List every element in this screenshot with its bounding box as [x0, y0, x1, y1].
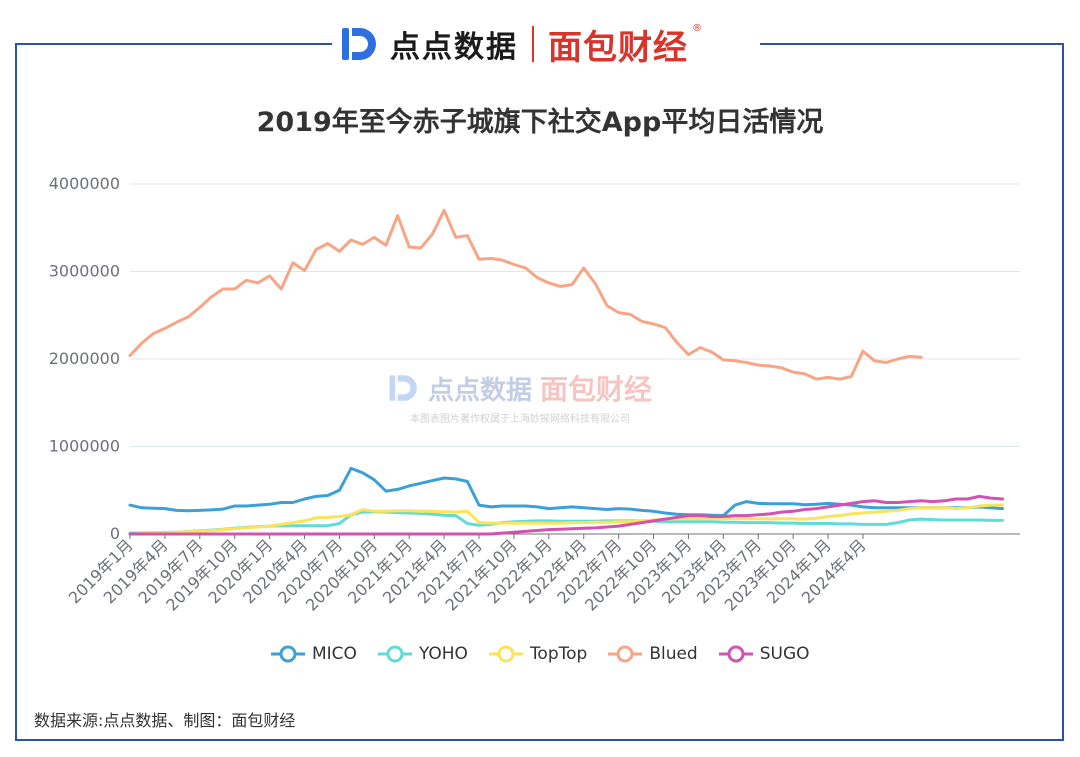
- legend-label: TopTop: [529, 644, 588, 664]
- legend-marker-icon: [718, 645, 753, 663]
- legend-item-sugo[interactable]: SUGO: [718, 643, 810, 665]
- series-line-mico: [128, 466, 1004, 518]
- brand-left-text: 点点数据: [390, 30, 518, 65]
- y-tick-label: 2000000: [49, 349, 120, 368]
- y-tick-label: 1000000: [49, 437, 120, 456]
- legend-label: MICO: [312, 644, 357, 664]
- series-line-blued: [128, 208, 923, 381]
- watermark-note: 本图表图片著作权属于上海妙探网络科技有限公司: [410, 414, 631, 425]
- legend-item-yoho[interactable]: YOHO: [377, 643, 468, 665]
- source-note: 数据来源:点点数据、制图：面包财经: [34, 711, 296, 730]
- chart-legend: MICO YOHO TopTop Blued SUGO: [270, 643, 810, 665]
- legend-label: SUGO: [759, 644, 810, 664]
- y-tick-label: 4000000: [49, 174, 120, 193]
- y-tick-label: 0: [110, 524, 120, 543]
- legend-marker-icon: [377, 645, 412, 663]
- brand-separator: [532, 26, 534, 62]
- watermark-left-text: 点点数据: [428, 375, 533, 406]
- brand-right-text: 面包财经: [548, 27, 688, 68]
- series-line-toptop: [128, 503, 1004, 536]
- legend-item-blued[interactable]: Blued: [607, 643, 698, 665]
- series-line-sugo: [128, 494, 1004, 536]
- legend-label: YOHO: [418, 644, 468, 664]
- dd-logo-icon: [342, 28, 376, 60]
- watermark-logo-icon: [389, 375, 417, 401]
- legend-marker-icon: [488, 645, 523, 663]
- watermark: 点点数据 面包财经 本图表图片著作权属于上海妙探网络科技有限公司: [388, 368, 652, 425]
- y-tick-label: 3000000: [49, 262, 120, 281]
- brand-header: 点点数据 面包财经 ®: [332, 18, 760, 70]
- legend-item-toptop[interactable]: TopTop: [488, 643, 587, 665]
- legend-marker-icon: [271, 645, 305, 663]
- header-line-left: [15, 43, 333, 45]
- header-line-right: [748, 43, 1064, 45]
- registered-mark: ®: [692, 22, 702, 34]
- legend-item-mico[interactable]: MICO: [270, 643, 357, 665]
- legend-label: Blued: [649, 644, 698, 664]
- figure-frame: [15, 44, 1064, 741]
- watermark-right-text: 面包财经: [540, 373, 653, 406]
- chart-title: 2019年至今赤子城旗下社交App平均日活情况: [256, 107, 824, 138]
- legend-marker-icon: [608, 645, 643, 663]
